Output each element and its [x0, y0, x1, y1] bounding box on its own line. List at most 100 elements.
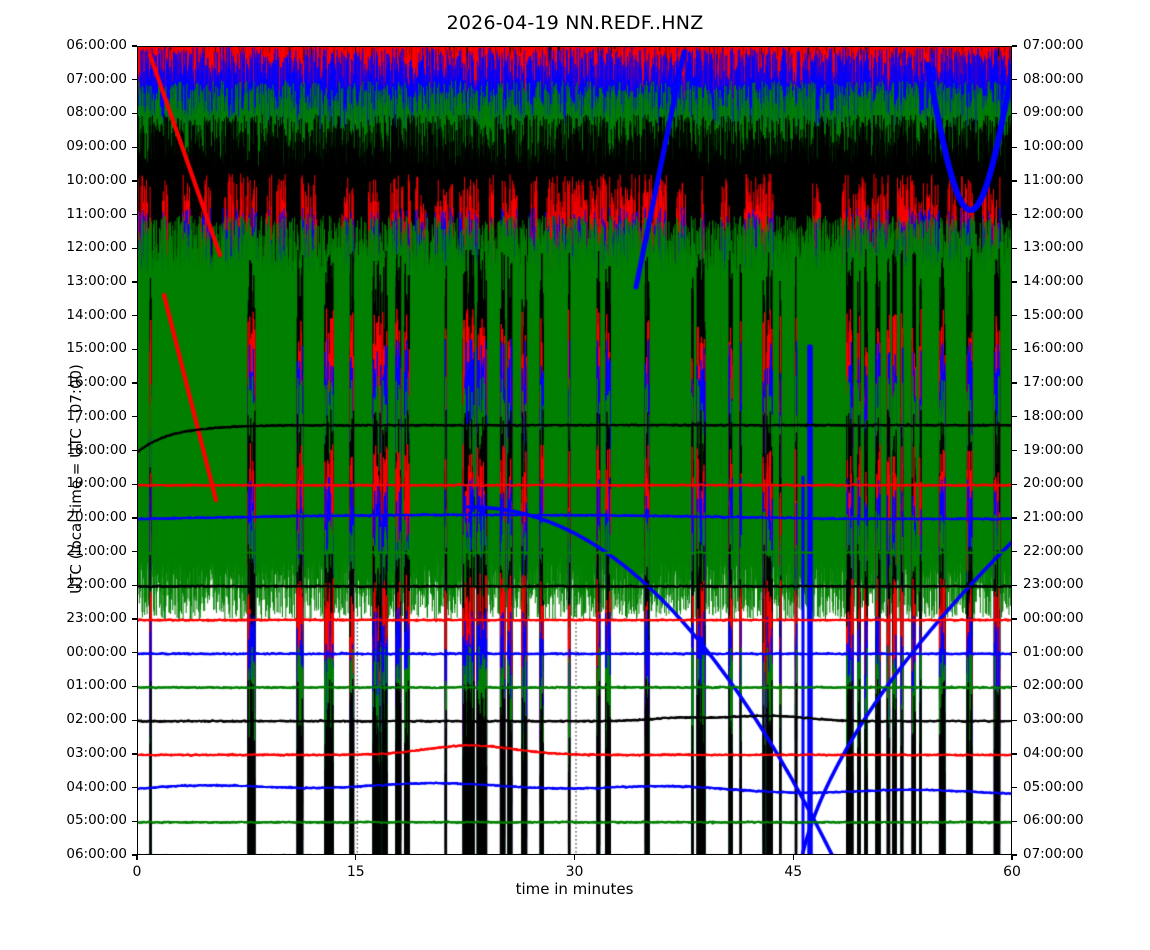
y-tick-mark-right: [1012, 652, 1017, 654]
y-tick-label-left: 08:00:00: [66, 104, 127, 121]
x-tick-label: 15: [346, 864, 365, 880]
x-tick-mark: [355, 855, 357, 860]
y-tick-label-right: 04:00:00: [1023, 744, 1084, 761]
y-tick-mark-left: [132, 45, 137, 47]
plot-area[interactable]: [137, 46, 1012, 855]
x-tick-mark: [1011, 855, 1013, 860]
y-tick-mark-right: [1012, 112, 1017, 115]
y-tick-mark-left: [132, 719, 137, 721]
y-tick-mark-right: [1012, 753, 1017, 755]
y-tick-mark-right: [1012, 416, 1017, 418]
x-tick-label: 30: [565, 864, 584, 880]
y-tick-mark-left: [132, 112, 137, 115]
y-tick-mark-left: [132, 517, 137, 519]
y-tick-mark-left: [132, 551, 137, 553]
y-tick-label-left: 09:00:00: [66, 138, 127, 155]
y-tick-mark-right: [1012, 146, 1017, 148]
y-tick-label-right: 10:00:00: [1023, 138, 1084, 155]
y-tick-label-left: 02:00:00: [66, 711, 127, 728]
y-tick-label-right: 18:00:00: [1023, 407, 1084, 424]
y-tick-label-right: 08:00:00: [1023, 70, 1084, 87]
y-tick-label-left: 22:00:00: [66, 576, 127, 593]
x-axis-label: time in minutes: [515, 880, 634, 898]
y-tick-mark-left: [132, 449, 137, 452]
y-tick-mark-left: [132, 820, 137, 822]
y-tick-label-right: 07:00:00: [1023, 846, 1084, 862]
y-tick-mark-right: [1012, 517, 1017, 519]
y-tick-mark-right: [1012, 348, 1017, 351]
x-tick-label: 60: [1003, 864, 1021, 880]
y-tick-label-left: 12:00:00: [66, 239, 127, 256]
y-tick-mark-right: [1012, 618, 1017, 620]
helicorder-traces: [138, 47, 1011, 854]
y-tick-label-right: 21:00:00: [1023, 508, 1084, 525]
y-tick-mark-right: [1012, 281, 1017, 283]
y-tick-mark-right: [1012, 180, 1017, 182]
y-tick-mark-left: [132, 652, 137, 654]
y-tick-label-right: 07:00:00: [1023, 37, 1084, 53]
y-tick-mark-right: [1012, 449, 1017, 452]
y-tick-label-right: 15:00:00: [1023, 306, 1084, 323]
y-tick-label-left: 01:00:00: [66, 677, 127, 694]
y-tick-mark-right: [1012, 854, 1017, 856]
y-tick-label-right: 20:00:00: [1023, 475, 1084, 492]
y-tick-label-left: 23:00:00: [66, 610, 127, 627]
y-tick-label-right: 06:00:00: [1023, 812, 1084, 829]
y-tick-mark-left: [132, 281, 137, 283]
y-tick-mark-left: [132, 315, 137, 317]
y-tick-label-right: 02:00:00: [1023, 677, 1084, 694]
y-tick-label-left: 00:00:00: [66, 643, 127, 660]
y-tick-mark-left: [132, 854, 137, 856]
y-tick-label-left: 17:00:00: [66, 407, 127, 424]
y-tick-mark-left: [132, 247, 137, 249]
y-tick-label-right: 03:00:00: [1023, 711, 1084, 728]
y-tick-mark-right: [1012, 79, 1017, 81]
y-tick-label-left: 21:00:00: [66, 542, 127, 559]
y-tick-label-right: 12:00:00: [1023, 205, 1084, 222]
y-tick-label-left: 10:00:00: [66, 171, 127, 188]
y-tick-mark-right: [1012, 685, 1017, 688]
y-tick-mark-right: [1012, 483, 1017, 485]
x-tick-mark: [136, 855, 138, 860]
y-tick-mark-right: [1012, 551, 1017, 553]
y-tick-label-left: 19:00:00: [66, 475, 127, 492]
y-tick-label-right: 09:00:00: [1023, 104, 1084, 121]
y-tick-mark-left: [132, 618, 137, 620]
y-tick-mark-right: [1012, 584, 1017, 587]
y-tick-label-left: 04:00:00: [66, 778, 127, 795]
y-tick-label-left: 15:00:00: [66, 340, 127, 357]
y-tick-label-right: 13:00:00: [1023, 239, 1084, 256]
y-tick-mark-left: [132, 584, 137, 587]
y-tick-label-left: 16:00:00: [66, 374, 127, 391]
y-tick-mark-right: [1012, 45, 1017, 47]
y-tick-mark-left: [132, 416, 137, 418]
y-tick-mark-left: [132, 483, 137, 485]
y-tick-mark-left: [132, 213, 137, 216]
y-tick-mark-left: [132, 348, 137, 351]
y-tick-mark-right: [1012, 315, 1017, 317]
y-tick-mark-left: [132, 146, 137, 148]
y-tick-mark-left: [132, 382, 137, 384]
y-tick-label-right: 11:00:00: [1023, 171, 1084, 188]
y-tick-mark-right: [1012, 820, 1017, 822]
y-tick-mark-left: [132, 79, 137, 81]
y-tick-label-left: 13:00:00: [66, 272, 127, 289]
y-tick-mark-left: [132, 685, 137, 688]
y-tick-mark-right: [1012, 719, 1017, 721]
x-tick-mark: [573, 855, 576, 860]
x-tick-label: 0: [132, 864, 142, 880]
y-tick-label-left: 05:00:00: [66, 812, 127, 829]
trace-canvas-wrap: [138, 47, 1011, 854]
y-tick-label-left: 20:00:00: [66, 508, 127, 525]
y-tick-label-right: 23:00:00: [1023, 576, 1084, 593]
x-tick-mark: [792, 855, 794, 860]
y-tick-label-right: 19:00:00: [1023, 441, 1084, 458]
y-tick-label-right: 17:00:00: [1023, 374, 1084, 391]
y-tick-label-right: 14:00:00: [1023, 272, 1084, 289]
y-tick-mark-left: [132, 753, 137, 755]
y-tick-label-right: 00:00:00: [1023, 610, 1084, 627]
y-tick-label-left: 18:00:00: [66, 441, 127, 458]
y-tick-label-left: 07:00:00: [66, 70, 127, 87]
y-tick-mark-left: [132, 180, 137, 182]
